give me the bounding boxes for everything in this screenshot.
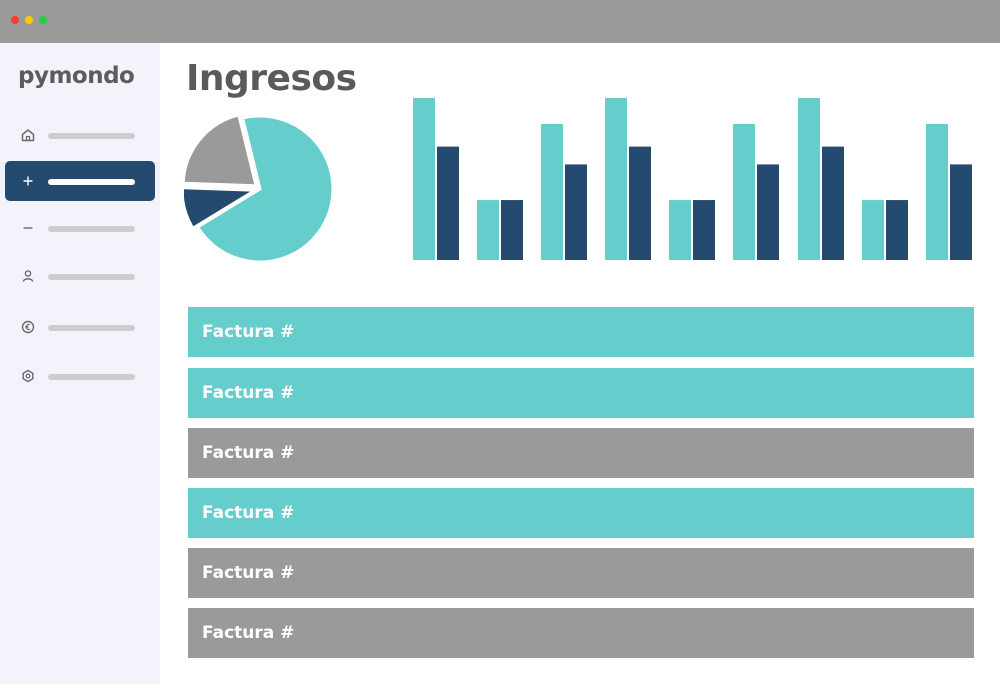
bar [413,98,435,260]
bar [926,123,948,260]
bar [693,200,715,260]
plus-icon [23,176,33,186]
minimize-window-button[interactable] [25,16,33,24]
bar [501,200,523,260]
sidebar-item-placeholder [48,133,135,139]
euro-icon [21,320,35,334]
sidebar: pymondo [0,43,160,684]
invoice-row[interactable]: Factura # [188,307,974,357]
sidebar-item-subtract[interactable] [5,208,155,248]
bar [565,164,587,260]
bar [798,98,820,260]
sidebar-item-home[interactable] [5,115,155,155]
invoice-row[interactable]: Factura # [188,428,974,478]
invoice-row[interactable]: Factura # [188,608,974,658]
settings-icon [22,369,34,383]
sidebar-item-placeholder [48,179,135,185]
income-pie-chart [184,113,335,264]
bar [822,146,844,260]
bar [757,164,779,260]
pie-slice [184,186,261,231]
brand-logo: pymondo [18,63,135,89]
minus-icon [23,227,33,229]
maximize-window-button[interactable] [39,16,47,24]
bar [669,200,691,260]
bar [733,123,755,260]
sidebar-item-placeholder [48,374,135,380]
sidebar-item-placeholder [48,226,135,232]
bar [629,146,651,260]
invoice-label: Factura # [202,443,295,463]
income-bar-chart [413,98,972,260]
user-icon [22,270,34,282]
bar [437,146,459,260]
bar [541,123,563,260]
pie-slice [184,113,259,188]
bar [950,164,972,260]
sidebar-item-placeholder [48,274,135,280]
bar [605,98,627,260]
invoice-label: Factura # [202,623,295,643]
sidebar-item-settings[interactable] [5,356,155,396]
bar [477,200,499,260]
invoice-label: Factura # [202,383,295,403]
pie-slice [195,114,335,264]
sidebar-item-user[interactable] [5,256,155,296]
sidebar-item-add[interactable] [5,161,155,201]
home-icon [21,129,35,142]
invoice-row[interactable]: Factura # [188,488,974,538]
close-window-button[interactable] [11,16,19,24]
invoice-row[interactable]: Factura # [188,548,974,598]
bar [886,200,908,260]
sidebar-item-placeholder [48,325,135,331]
page-title: Ingresos [186,58,357,99]
invoice-row[interactable]: Factura # [188,368,974,418]
sidebar-item-finance[interactable] [5,307,155,347]
invoice-label: Factura # [202,503,295,523]
window-titlebar [0,0,1000,43]
invoice-label: Factura # [202,322,295,342]
bar [862,200,884,260]
invoice-label: Factura # [202,563,295,583]
